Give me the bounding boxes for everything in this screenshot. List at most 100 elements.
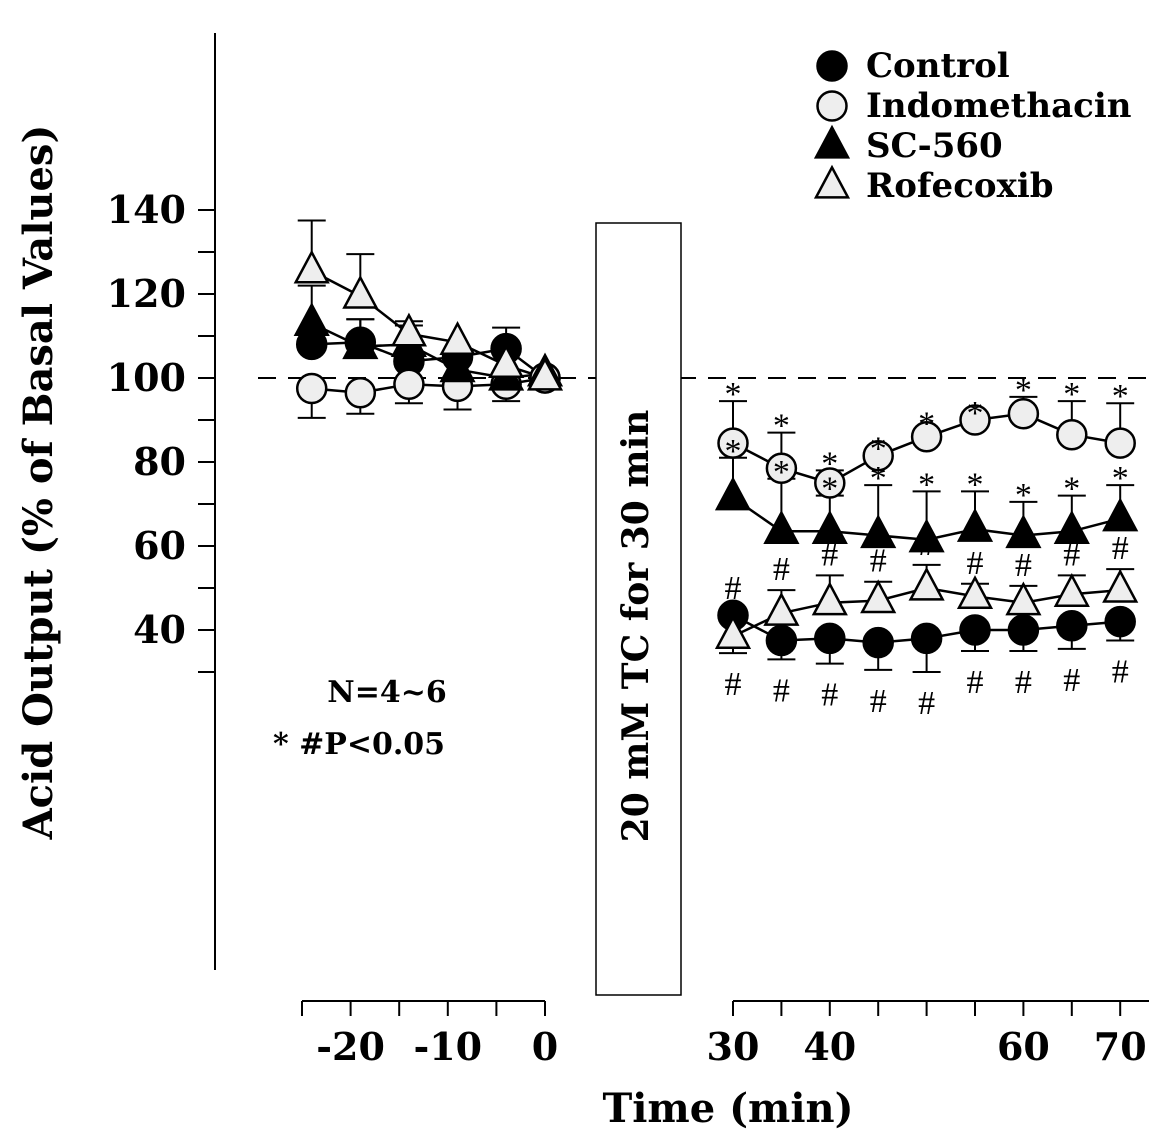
data-point-rofecoxib [956, 575, 994, 610]
markers-layer [293, 249, 1139, 659]
legend-marker [816, 50, 848, 82]
y-tick-label: 40 [133, 607, 186, 652]
x-tick-label-right: 60 [997, 1024, 1050, 1069]
significance-mark: * [821, 471, 838, 508]
x-tick-label-left: -20 [316, 1024, 385, 1069]
significance-mark: # [870, 543, 887, 580]
p-annotation: * #P<0.05 [273, 727, 445, 762]
data-point-indomethacin [959, 404, 991, 436]
data-point-indomethacin [717, 427, 749, 459]
significance-mark: * [1015, 372, 1032, 409]
treatment-box: 20 mM TC for 30 min [595, 222, 682, 996]
data-point-sc-560 [860, 514, 897, 549]
data-point-rofecoxib [1053, 573, 1090, 607]
y-tick-label: 140 [107, 187, 186, 232]
y-tick-label: 60 [133, 523, 186, 568]
x-tick-label-right: 30 [707, 1024, 760, 1069]
data-point-indomethacin [1056, 418, 1088, 451]
x-tick-label-left: 0 [532, 1024, 558, 1069]
significance-mark: * [773, 454, 790, 491]
x-axis-title: Time (min) [602, 1085, 853, 1132]
data-point-indomethacin [765, 452, 798, 485]
significance-mark: * [773, 408, 790, 445]
significance-mark: * [918, 466, 935, 503]
data-point-indomethacin [393, 368, 425, 401]
y-axis-title: Acid Output (% of Basal Values) [15, 125, 62, 841]
data-point-sc-560 [293, 302, 330, 337]
data-point-sc-560 [1005, 514, 1042, 549]
n-annotation: N=4~6 [327, 675, 446, 710]
data-point-rofecoxib [439, 321, 476, 355]
data-point-sc-560 [908, 518, 945, 553]
data-point-indomethacin [862, 439, 894, 472]
data-point-rofecoxib [714, 615, 752, 649]
data-point-sc-560 [1102, 497, 1139, 532]
data-point-sc-560 [342, 325, 379, 360]
significance-mark: # [1063, 536, 1080, 573]
data-point-rofecoxib [1102, 568, 1139, 603]
significance-mark: * [1015, 477, 1032, 514]
significance-mark: * [967, 395, 984, 432]
significance-mark: # [725, 666, 742, 703]
legend-marker [813, 164, 851, 199]
significance-mark: * [1112, 460, 1129, 497]
significance-mark: * [725, 433, 742, 470]
data-point-control [1104, 605, 1136, 638]
data-point-rofecoxib [390, 312, 428, 347]
significance-mark: * [1063, 471, 1080, 508]
significance-mark: # [725, 570, 742, 607]
legend-marker [813, 124, 851, 159]
data-point-rofecoxib [488, 344, 525, 379]
data-point-sc-560 [1053, 510, 1090, 544]
data-point-sc-560 [811, 510, 848, 544]
y-tick-label: 80 [133, 439, 186, 484]
data-point-rofecoxib [1005, 581, 1042, 616]
data-point-control [765, 624, 798, 657]
error-bars-layer [297, 219, 1135, 673]
data-point-control [959, 614, 991, 646]
significance-mark: # [918, 685, 935, 722]
significance-mark: # [967, 664, 984, 701]
data-point-rofecoxib [860, 579, 897, 614]
significance-mark: * [725, 376, 742, 413]
data-point-sc-560 [714, 476, 752, 511]
legend-label: Control [866, 46, 1010, 86]
data-point-control [814, 622, 846, 655]
significance-mark: * [870, 460, 887, 497]
significance-mark: # [1015, 664, 1032, 701]
x-tick-label-right: 70 [1094, 1024, 1147, 1069]
significance-mark: * [1112, 378, 1129, 415]
significance-mark: # [967, 545, 984, 582]
significance-mark: * [918, 406, 935, 443]
data-point-indomethacin [344, 376, 377, 409]
data-point-indomethacin [295, 372, 328, 405]
significance-mark: * [821, 445, 838, 482]
x-tick-label-left: -10 [413, 1024, 482, 1069]
significance-mark: # [773, 672, 790, 709]
series-lines-layer [311, 269, 1121, 644]
data-point-rofecoxib [763, 591, 800, 626]
treatment-label: 20 mM TC for 30 min [615, 410, 657, 843]
significance-mark: # [1063, 662, 1080, 699]
data-point-indomethacin [814, 467, 846, 499]
legend-label: Indomethacin [866, 86, 1131, 126]
y-tick-label: 120 [107, 271, 186, 316]
significance-mark: # [870, 683, 887, 720]
data-point-rofecoxib [526, 356, 564, 391]
data-point-rofecoxib [908, 566, 945, 601]
significance-mark: # [773, 551, 790, 588]
significance-mark: * [967, 466, 984, 503]
significance-mark: # [821, 677, 838, 714]
data-point-sc-560 [763, 510, 800, 544]
data-point-rofecoxib [342, 274, 379, 309]
legend-label: Rofecoxib [866, 166, 1054, 206]
y-tick-label: 100 [107, 355, 186, 400]
data-point-rofecoxib [811, 581, 848, 616]
data-point-sc-560 [956, 507, 994, 542]
significance-mark: # [918, 526, 935, 563]
significance-mark: * [870, 431, 887, 468]
legend-label: SC-560 [866, 126, 1003, 166]
